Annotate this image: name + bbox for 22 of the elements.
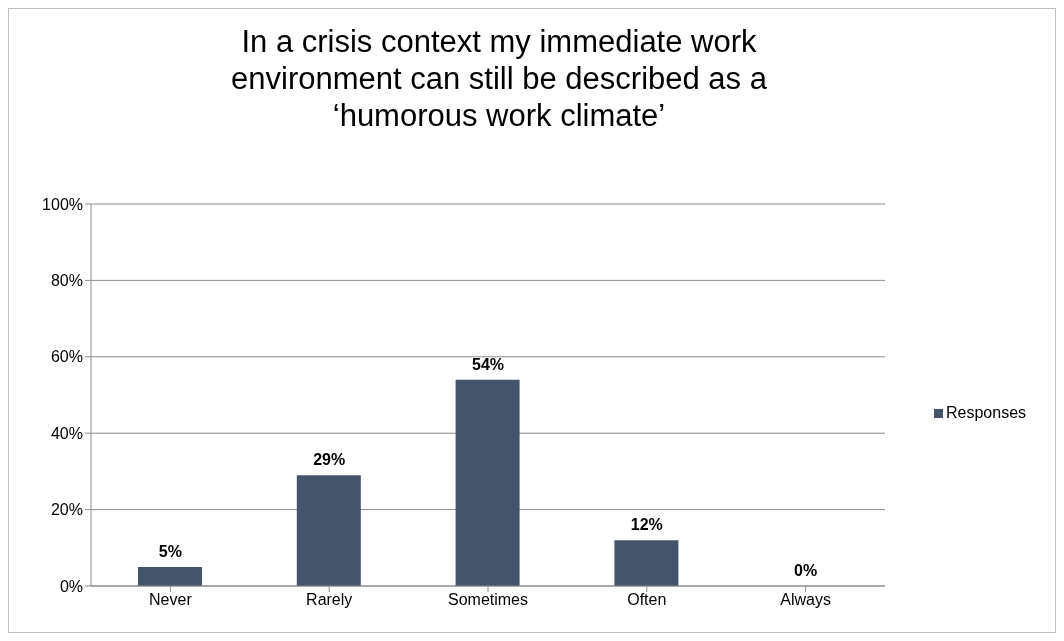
y-tick-label: 60% — [50, 348, 83, 366]
x-tick-label: Sometimes — [447, 591, 529, 609]
y-tick-label: 0% — [59, 577, 83, 595]
y-tick-label: 80% — [50, 272, 83, 290]
chart-title: In a crisis context my immediate work environment can still be described as a ‘humorous work climate’ — [230, 23, 768, 134]
data-label: 5% — [158, 542, 182, 560]
x-tick-label: Often — [627, 591, 667, 609]
bar — [138, 566, 202, 586]
bar — [614, 540, 679, 586]
data-label: 12% — [630, 516, 663, 534]
y-tick-label: 100% — [42, 195, 83, 213]
x-tick-label: Never — [149, 591, 193, 609]
y-tick-label: 20% — [50, 501, 83, 519]
x-tick-label: Rarely — [306, 591, 353, 609]
legend-label: Responses — [946, 404, 1027, 422]
data-label: 0% — [794, 562, 818, 579]
bar — [455, 379, 520, 586]
bar — [296, 475, 361, 586]
x-tick-label: Always — [780, 591, 831, 609]
y-tick-label: 40% — [50, 424, 83, 442]
data-label: 54% — [471, 355, 505, 373]
data-label: 29% — [313, 451, 346, 469]
